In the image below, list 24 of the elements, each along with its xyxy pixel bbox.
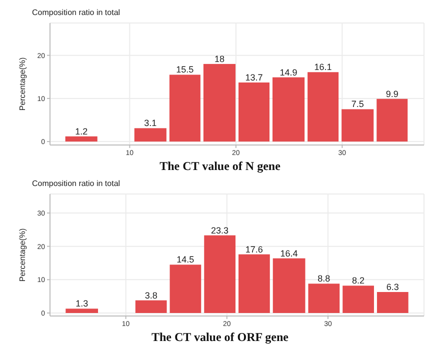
chart-title: Composition ratio in total	[31, 179, 122, 190]
data-label: 6.3	[386, 282, 399, 292]
data-label: 8.8	[318, 274, 330, 284]
data-label: 14.5	[176, 254, 194, 265]
data-label: 8.2	[352, 276, 365, 286]
data-label: 13.7	[245, 72, 263, 82]
data-label: 1.2	[75, 126, 88, 136]
data-label: 15.5	[176, 64, 194, 75]
data-label: 18	[214, 54, 224, 64]
chart-title: Composition ratio in total	[31, 8, 122, 19]
data-label: 1.3	[76, 298, 88, 309]
data-label: 3.1	[144, 118, 157, 128]
data-label: 23.3	[211, 225, 229, 236]
data-label: 16.1	[314, 62, 332, 72]
data-label: 16.4	[280, 248, 298, 258]
x-axis-title: The CT value of ORF gene	[150, 330, 290, 346]
data-label: 3.8	[144, 290, 158, 300]
data-label: 14.9	[280, 67, 298, 78]
data-label: 17.6	[245, 244, 263, 254]
x-axis-title: The CT value of N gene	[158, 159, 282, 175]
data-label: 7.5	[351, 99, 364, 110]
data-label: 9.9	[386, 88, 398, 99]
y-axis-title: Percentage(%)	[18, 56, 27, 111]
y-axis-title: Percentage(%)	[18, 228, 27, 282]
